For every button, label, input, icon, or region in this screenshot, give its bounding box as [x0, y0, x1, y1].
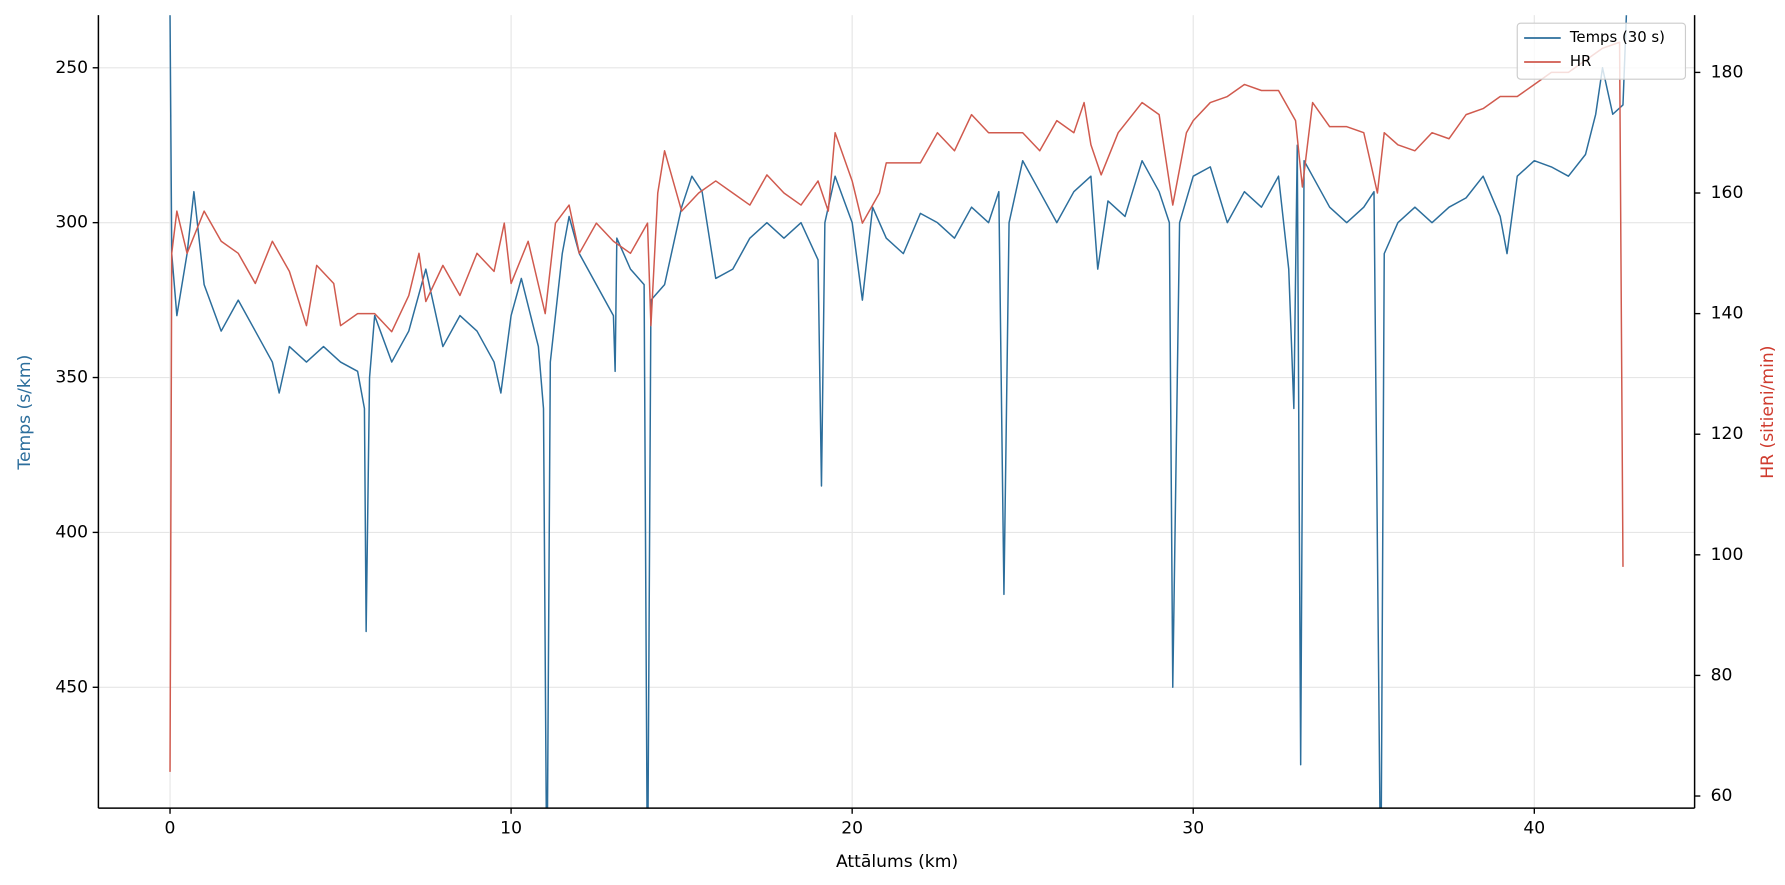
y-tick-label: 350	[55, 368, 88, 388]
y-tick-label: 400	[55, 522, 88, 542]
legend-label: Temps (30 s)	[1569, 28, 1665, 46]
x-tick-label: 10	[500, 819, 522, 839]
y-tick-label: 300	[55, 213, 88, 233]
y2-tick-label: 80	[1711, 665, 1733, 685]
y2-tick-label: 120	[1711, 424, 1744, 444]
legend-label: HR	[1570, 52, 1592, 70]
series-line	[169, 41, 1624, 772]
y2-tick-label: 160	[1711, 183, 1744, 203]
y2-tick-label: 140	[1711, 304, 1744, 324]
y2-tick-label: 60	[1711, 786, 1733, 806]
grid	[98, 15, 1695, 809]
series-line	[169, 15, 1628, 809]
y2-tick-label: 180	[1711, 62, 1744, 82]
legend: Temps (30 s) HR	[1516, 22, 1687, 80]
y2-axis-label: HR (sitieni/min)	[1758, 346, 1778, 479]
y-tick-label: 450	[55, 677, 88, 697]
y2-tick-label: 100	[1711, 545, 1744, 565]
x-axis-label: Attālums (km)	[836, 852, 958, 872]
x-tick-label: 0	[165, 819, 176, 839]
x-tick-label: 20	[841, 819, 863, 839]
x-tick-label: 30	[1182, 819, 1204, 839]
y-tick-label: 250	[55, 58, 88, 78]
plot-area	[169, 15, 1628, 809]
y-axis-label: Temps (s/km)	[15, 355, 35, 471]
x-tick-label: 40	[1523, 819, 1545, 839]
